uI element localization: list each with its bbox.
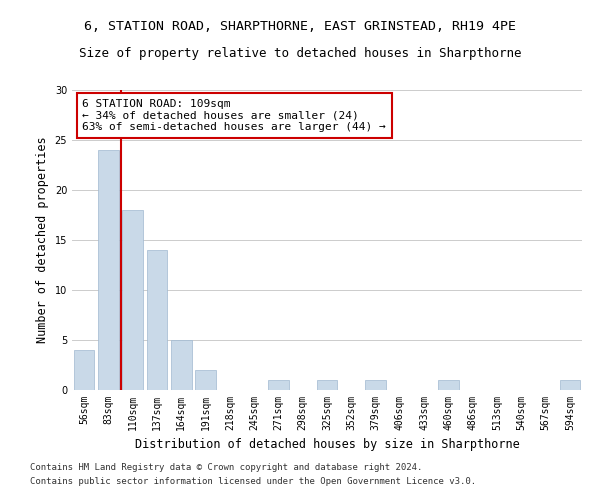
Bar <box>365 380 386 390</box>
Text: Contains HM Land Registry data © Crown copyright and database right 2024.: Contains HM Land Registry data © Crown c… <box>30 464 422 472</box>
X-axis label: Distribution of detached houses by size in Sharpthorne: Distribution of detached houses by size … <box>134 438 520 452</box>
Bar <box>98 150 119 390</box>
Bar <box>122 210 143 390</box>
Bar <box>438 380 459 390</box>
Bar <box>560 380 580 390</box>
Bar <box>268 380 289 390</box>
Bar <box>171 340 191 390</box>
Bar <box>195 370 216 390</box>
Bar <box>317 380 337 390</box>
Bar <box>74 350 94 390</box>
Y-axis label: Number of detached properties: Number of detached properties <box>36 136 49 344</box>
Bar <box>146 250 167 390</box>
Text: Size of property relative to detached houses in Sharpthorne: Size of property relative to detached ho… <box>79 48 521 60</box>
Text: 6 STATION ROAD: 109sqm
← 34% of detached houses are smaller (24)
63% of semi-det: 6 STATION ROAD: 109sqm ← 34% of detached… <box>82 99 386 132</box>
Text: Contains public sector information licensed under the Open Government Licence v3: Contains public sector information licen… <box>30 477 476 486</box>
Text: 6, STATION ROAD, SHARPTHORNE, EAST GRINSTEAD, RH19 4PE: 6, STATION ROAD, SHARPTHORNE, EAST GRINS… <box>84 20 516 33</box>
